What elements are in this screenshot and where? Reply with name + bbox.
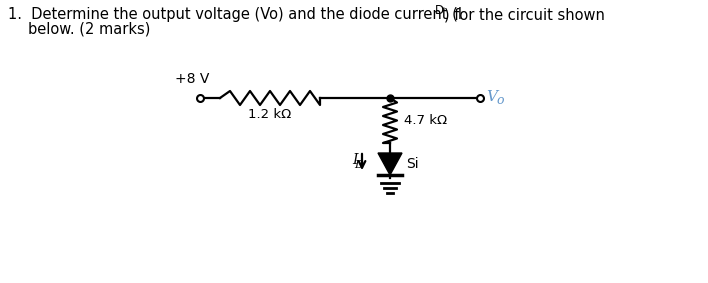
Text: 1.2 kΩ: 1.2 kΩ bbox=[249, 108, 292, 121]
Text: ) for the circuit shown: ) for the circuit shown bbox=[444, 7, 605, 22]
Text: D: D bbox=[354, 160, 363, 170]
Text: 1.  Determine the output voltage (Vo) and the diode current (I: 1. Determine the output voltage (Vo) and… bbox=[8, 7, 462, 22]
Text: V: V bbox=[486, 90, 497, 104]
Polygon shape bbox=[378, 153, 402, 175]
Text: below. (2 marks): below. (2 marks) bbox=[28, 21, 150, 36]
Text: Si: Si bbox=[406, 157, 418, 171]
Text: I: I bbox=[353, 153, 358, 167]
Text: 4.7 kΩ: 4.7 kΩ bbox=[404, 114, 447, 127]
Text: o: o bbox=[496, 95, 503, 108]
Text: D: D bbox=[435, 4, 444, 17]
Text: +8 V: +8 V bbox=[175, 72, 209, 86]
